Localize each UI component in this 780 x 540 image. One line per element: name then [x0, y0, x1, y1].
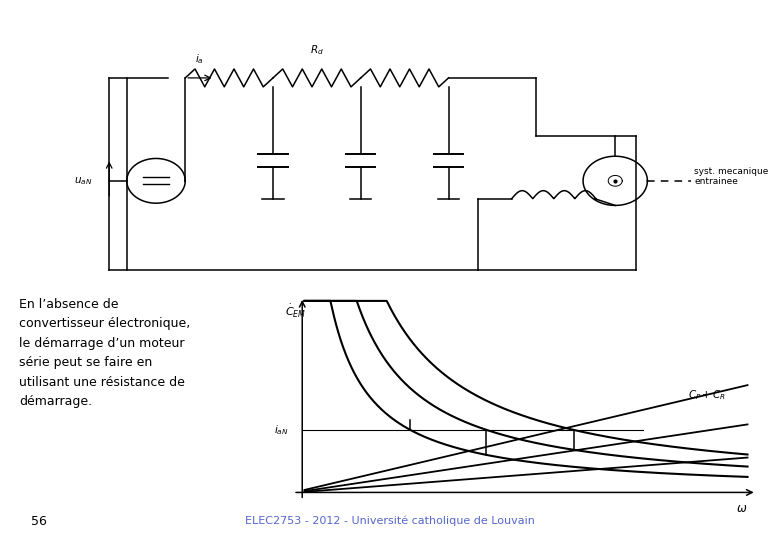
Text: syst. mecanique
entrainee: syst. mecanique entrainee — [694, 167, 768, 186]
Text: $R_d$: $R_d$ — [310, 43, 324, 57]
Text: $\dot{C}_{EM}$: $\dot{C}_{EM}$ — [285, 303, 306, 320]
Text: En l’absence de
convertisseur électronique,
le démarrage d’un moteur
série peut : En l’absence de convertisseur électroniq… — [19, 298, 190, 408]
Text: 56: 56 — [31, 515, 47, 528]
Text: $\omega$: $\omega$ — [736, 502, 747, 515]
Text: $i_{aN}$: $i_{aN}$ — [274, 423, 289, 437]
Text: ELEC2753 - 2012 - Université catholique de Louvain: ELEC2753 - 2012 - Université catholique … — [245, 516, 535, 526]
Text: $i_a$: $i_a$ — [196, 52, 204, 66]
Text: $u_{aN}$: $u_{aN}$ — [74, 175, 92, 187]
Text: $C_P+C_R$: $C_P+C_R$ — [689, 388, 727, 402]
